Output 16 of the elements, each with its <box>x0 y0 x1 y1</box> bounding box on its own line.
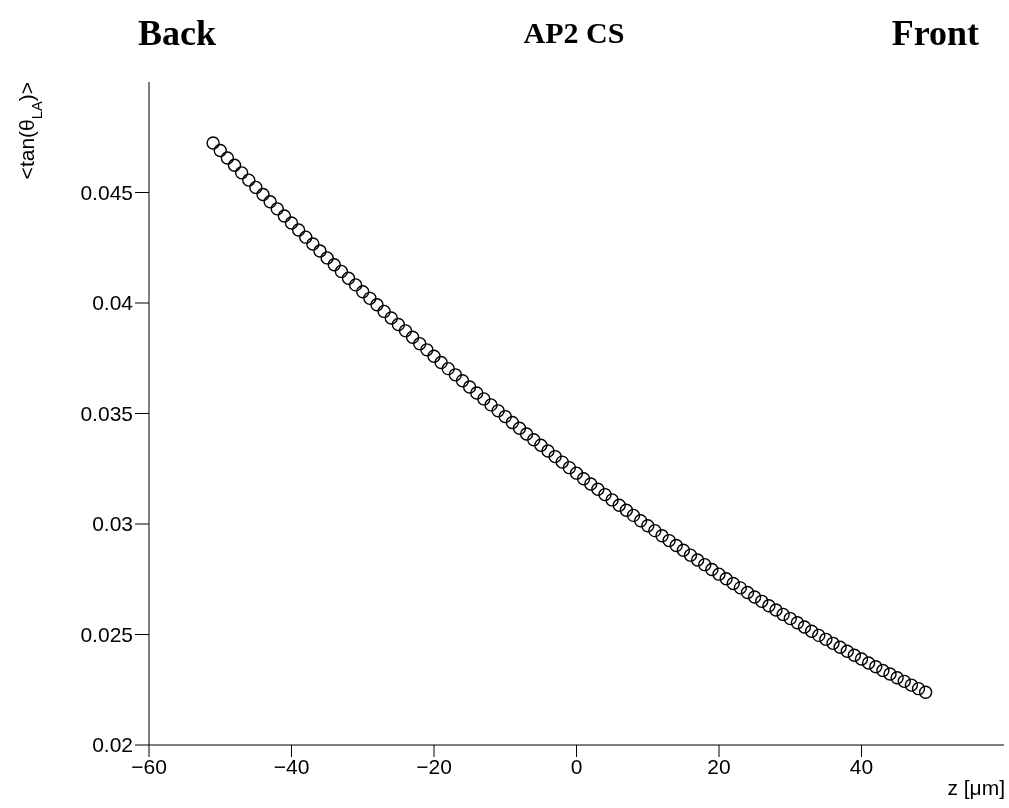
y-tick-label: 0.025 <box>80 622 133 646</box>
x-tick-label: 40 <box>849 754 874 778</box>
y-tick-label: 0.02 <box>92 733 133 757</box>
x-tick-label: −20 <box>416 754 452 778</box>
y-tick-label: 0.04 <box>92 291 134 315</box>
x-tick-label: −60 <box>131 754 167 778</box>
y-tick-label: 0.045 <box>80 180 133 204</box>
text: Back <box>138 12 217 54</box>
y-tick-label: 0.035 <box>80 401 133 425</box>
y-tick-label: 0.03 <box>92 512 133 536</box>
text: Front <box>891 12 979 54</box>
x-axis-title: z [μm] <box>947 776 1005 800</box>
chart-title: AP2 CS <box>522 16 626 50</box>
x-tick-label: 20 <box>707 754 731 778</box>
x-tick-label: −40 <box>273 754 310 778</box>
x-tick-label: 0 <box>570 754 583 778</box>
